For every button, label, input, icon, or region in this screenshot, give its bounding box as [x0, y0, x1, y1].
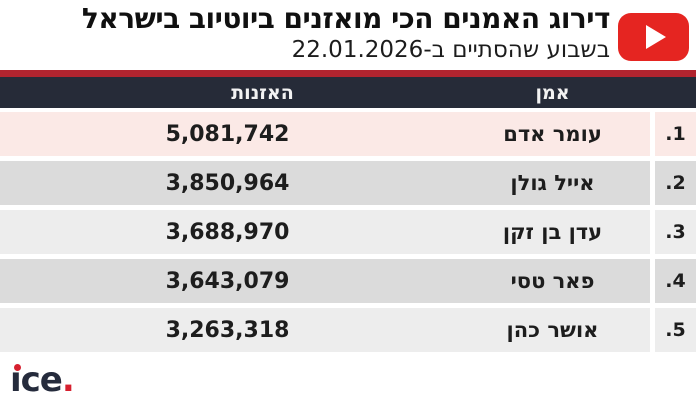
artist-cell: אייל גולן — [455, 161, 650, 205]
ice-logo: ıce. — [10, 360, 75, 400]
listens-column-header: האזנות — [231, 81, 294, 104]
logo-period: . — [61, 360, 75, 400]
listens-cell: 3,643,079 — [0, 259, 455, 303]
page-subtitle: בשבוע שהסתיים ב-22.01.2026 — [291, 37, 610, 63]
artist-cell: עומר אדם — [455, 112, 650, 156]
header: דירוג האמנים הכי מואזנים ביוטיוב בישראל … — [0, 0, 696, 70]
logo-letter-i: ı — [10, 360, 22, 400]
rank-cell: .2 — [655, 161, 696, 205]
artist-cell: פאר טסי — [455, 259, 650, 303]
listens-cell: 5,081,742 — [0, 112, 455, 156]
artist-cell: עדן בן זקן — [455, 210, 650, 254]
rank-cell: .1 — [655, 112, 696, 156]
logo-letters-ce: ce — [20, 360, 63, 400]
table-row: .3 עדן בן זקן 3,688,970 — [0, 210, 696, 254]
youtube-play-icon — [618, 13, 689, 61]
rank-cell: .4 — [655, 259, 696, 303]
table-row: .5 אושר כהן 3,263,318 — [0, 308, 696, 352]
table-header-row: אמן האזנות — [0, 77, 696, 108]
red-divider-strip — [0, 70, 696, 77]
artist-column-header: אמן — [535, 81, 570, 104]
rank-cell: .3 — [655, 210, 696, 254]
listens-cell: 3,850,964 — [0, 161, 455, 205]
listens-cell: 3,263,318 — [0, 308, 455, 352]
table-row: .4 פאר טסי 3,643,079 — [0, 259, 696, 303]
title-block: דירוג האמנים הכי מואזנים ביוטיוב בישראל … — [0, 2, 611, 65]
rank-cell: .5 — [655, 308, 696, 352]
table-row: .2 אייל גולן 3,850,964 — [0, 161, 696, 205]
play-triangle-icon — [646, 25, 666, 49]
listens-cell: 3,688,970 — [0, 210, 455, 254]
logo-red-dot-icon — [14, 364, 21, 371]
table-row: .1 עומר אדם 5,081,742 — [0, 112, 696, 156]
table-body: .1 עומר אדם 5,081,742 .2 אייל גולן 3,850… — [0, 112, 696, 357]
page-title: דירוג האמנים הכי מואזנים ביוטיוב בישראל — [81, 2, 611, 35]
artist-cell: אושר כהן — [455, 308, 650, 352]
